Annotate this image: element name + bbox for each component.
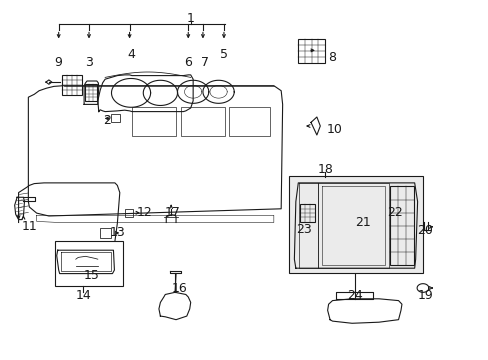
Text: 14: 14	[75, 289, 91, 302]
Bar	[55, 241, 123, 286]
Text: 22: 22	[386, 206, 402, 219]
Bar	[181, 107, 224, 136]
Bar	[300, 204, 314, 222]
Bar	[85, 84, 97, 101]
Bar	[298, 39, 325, 63]
Text: 10: 10	[326, 123, 342, 136]
Text: 9: 9	[54, 57, 61, 69]
Text: 15: 15	[84, 269, 100, 282]
Text: 16: 16	[172, 282, 187, 294]
Text: 1: 1	[186, 12, 194, 25]
Text: 6: 6	[184, 57, 192, 69]
Bar	[100, 228, 111, 238]
Bar	[288, 176, 422, 273]
Text: 7: 7	[201, 57, 209, 69]
Text: 8: 8	[328, 51, 336, 64]
Text: 12: 12	[136, 206, 152, 219]
Text: 5: 5	[220, 48, 227, 60]
Bar	[389, 186, 413, 265]
Text: 23: 23	[296, 223, 311, 236]
Bar	[111, 114, 120, 122]
Text: 21: 21	[354, 216, 370, 229]
Text: 17: 17	[164, 206, 180, 219]
Bar	[228, 107, 270, 136]
Text: 4: 4	[127, 48, 135, 60]
Bar	[132, 107, 176, 136]
Text: 3: 3	[85, 57, 93, 69]
Text: 11: 11	[21, 220, 37, 233]
Bar	[61, 75, 82, 95]
Text: 19: 19	[417, 289, 432, 302]
Text: 18: 18	[317, 163, 332, 176]
Text: 20: 20	[417, 224, 432, 237]
Text: 24: 24	[346, 289, 362, 302]
Text: 13: 13	[109, 226, 125, 239]
Bar	[124, 209, 132, 217]
Text: 2: 2	[102, 114, 110, 127]
